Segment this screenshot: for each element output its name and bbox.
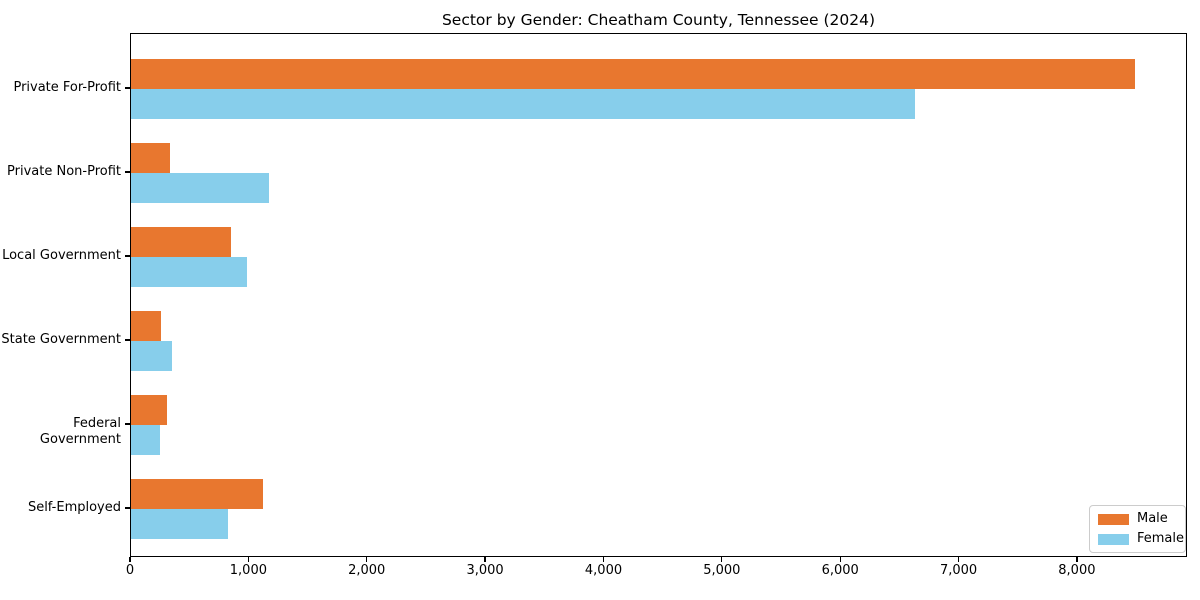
x-axis-tick-label: 1,000	[229, 563, 267, 578]
x-axis-tick-label: 4,000	[584, 563, 623, 578]
plot-area	[130, 33, 1187, 557]
y-axis-category-label: State Government	[1, 332, 121, 347]
x-axis-tick-label: 6,000	[821, 563, 859, 578]
x-axis-tick-mark	[484, 557, 486, 562]
legend-swatch-male-icon	[1098, 513, 1129, 525]
y-axis-tick-mark	[125, 171, 130, 173]
chart-title: Sector by Gender: Cheatham County, Tenne…	[441, 11, 876, 29]
x-axis-tick-mark	[366, 557, 368, 562]
x-axis-tick-label: 8,000	[1058, 563, 1096, 578]
x-axis-tick-label: 0	[125, 563, 135, 578]
legend-label-male: Male	[1137, 511, 1168, 526]
bar-female-local-government	[131, 257, 247, 287]
bar-male-state-government	[131, 311, 162, 341]
y-axis-category-label: Private For-Profit	[13, 80, 121, 95]
y-axis-tick-mark	[125, 423, 130, 425]
bar-male-private-for-profit	[131, 59, 1136, 89]
bar-female-private-non-profit	[131, 173, 269, 203]
x-axis-tick-label: 5,000	[703, 563, 741, 578]
y-axis-category-label: Self-Employed	[27, 500, 121, 515]
y-axis-tick-mark	[125, 339, 130, 341]
x-axis-tick-mark	[247, 557, 250, 562]
x-axis-tick-mark	[1076, 557, 1078, 562]
y-axis-tick-mark	[125, 255, 130, 257]
x-axis-tick-mark	[957, 557, 960, 562]
x-axis-tick-mark	[129, 557, 131, 562]
bar-female-state-government	[131, 341, 172, 371]
x-axis-tick-mark	[721, 557, 723, 562]
legend-swatch-female-icon	[1098, 533, 1129, 545]
legend-item-female: Female	[1098, 532, 1184, 546]
x-axis-tick-mark	[839, 557, 841, 562]
y-axis-tick-mark	[125, 87, 130, 89]
x-axis-tick-label: 3,000	[466, 563, 504, 578]
y-axis-category-label: Local Government	[2, 248, 121, 263]
x-axis-tick-mark	[602, 557, 605, 562]
bar-female-federal-government	[131, 425, 160, 455]
bar-male-self-employed	[131, 479, 263, 509]
y-axis-category-label: Private Non-Profit	[7, 164, 121, 179]
bar-male-local-government	[131, 227, 231, 257]
bar-female-self-employed	[131, 509, 229, 539]
y-axis-category-label: Federal Government	[39, 416, 121, 447]
legend: Male Female	[1089, 505, 1186, 553]
y-axis-tick-mark	[125, 507, 130, 509]
bar-female-private-for-profit	[131, 89, 915, 119]
legend-label-female: Female	[1137, 531, 1185, 546]
x-axis-tick-label: 2,000	[348, 563, 386, 578]
x-axis-tick-label: 7,000	[939, 563, 978, 578]
bar-male-private-non-profit	[131, 143, 171, 173]
bar-male-federal-government	[131, 395, 168, 425]
legend-item-male: Male	[1098, 512, 1177, 526]
